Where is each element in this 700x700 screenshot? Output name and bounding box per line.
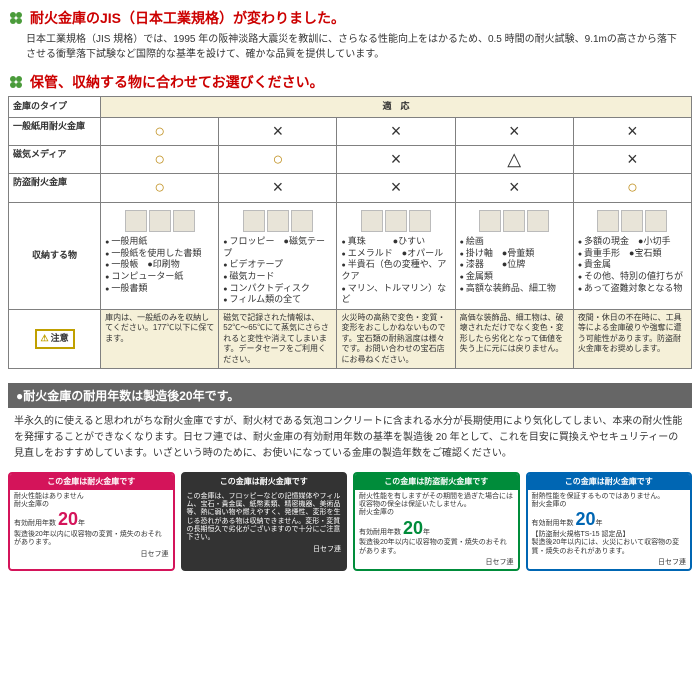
list-item: ビデオテープ xyxy=(223,259,332,271)
gray-bar-title: ●耐火金庫の耐用年数は製造後20年です。 xyxy=(8,383,692,408)
card-note3: 製造後20年以内には、火災において収容物の変質・焼失のおそれがあります。 xyxy=(532,539,687,556)
item-col-5: 多額の現金 ●小切手貴重手形 ●宝石類貴金属その他、特別の値打ちがあって盗難対象… xyxy=(573,202,691,309)
symbol-cell: × xyxy=(219,117,337,145)
list-item: 貴重手形 ●宝石類 xyxy=(578,248,687,260)
list-item: 貴金属 xyxy=(578,259,687,271)
table-row: 防盗耐火金庫 ○ × × × ○ xyxy=(9,174,692,202)
card-sig: 日セフ連 xyxy=(355,559,518,569)
list-item: 漆器 ●位牌 xyxy=(460,259,569,271)
symbol-cell: × xyxy=(337,146,455,174)
symbol-cell: × xyxy=(455,117,573,145)
list-item: 半貴石（色の変種や、アクア xyxy=(341,259,450,282)
header-type: 金庫のタイプ xyxy=(9,97,101,118)
clover-icon xyxy=(8,74,24,90)
item-col-4: 絵画掛け軸 ●骨董類漆器 ●位牌金属類高額な装飾品、細工物 xyxy=(455,202,573,309)
card-note: 耐火性能はありません xyxy=(14,493,169,501)
list-item: その他、特別の値打ちが xyxy=(578,271,687,283)
item-col-2: フロッピー ●磁気テープビデオテープ磁気カードコンパクトディスクフィルム類の全て xyxy=(219,202,337,309)
list-item: フロッピー ●磁気テープ xyxy=(223,236,332,259)
card-text: この金庫は、フロッピーなどの記憶媒体やフィルム、宝石・貴金属、紙幣素類、精密機器… xyxy=(187,493,342,543)
list-item: 金属類 xyxy=(460,271,569,283)
label-card-3: この金庫は防盗耐火金庫です 耐火性能を有しますがその期間を過ぎた場合には収容物の… xyxy=(353,472,520,572)
list-item: コンパクトディスク xyxy=(223,283,332,295)
symbol-cell: ○ xyxy=(101,117,219,145)
section1-header: 耐火金庫のJIS（日本工業規格）が変わりました。 xyxy=(8,8,700,28)
symbol-cell: ○ xyxy=(101,174,219,202)
list-item: 高額な装飾品、細工物 xyxy=(460,283,569,295)
caution-cell: 夜間・休日の不在時に、工具等による金庫破りや強奪に遭う可能性があります。防盗耐火… xyxy=(573,309,691,368)
symbol-cell: × xyxy=(337,174,455,202)
clover-icon xyxy=(8,10,24,26)
list-item: 磁気カード xyxy=(223,271,332,283)
card-head: この金庫は耐火金庫です xyxy=(10,474,173,490)
symbol-cell: × xyxy=(455,174,573,202)
list-item: 掛け軸 ●骨董類 xyxy=(460,248,569,260)
card-note2: 製造後20年以内に収容物の変質・焼失のおそれがあります。 xyxy=(359,539,514,556)
compatibility-table: 金庫のタイプ 適 応 一般紙用耐火金庫 ○ × × × × 磁気メディア ○ ○… xyxy=(8,96,692,369)
list-item: 一般紙を使用した書類 xyxy=(105,248,214,260)
caution-badge: 注意 xyxy=(35,329,75,349)
symbol-cell: ○ xyxy=(219,146,337,174)
card-sig: 日セフ連 xyxy=(183,546,346,556)
card-head: この金庫は耐火金庫です xyxy=(183,474,346,490)
symbol-cell: × xyxy=(219,174,337,202)
label-card-1: この金庫は耐火金庫です 耐火性能はありません 耐火金庫の有効耐用年数 20年 製… xyxy=(8,472,175,572)
caution-cell: 高価な装飾品、細工物は、破壊されただけでなく変色・変形したら劣化となって価値を失… xyxy=(455,309,573,368)
caution-label-cell: 注意 xyxy=(9,309,101,368)
symbol-cell: ○ xyxy=(573,174,691,202)
list-item: あって盗難対象となる物 xyxy=(578,283,687,295)
store-row: 収納する物 一般用紙一般紙を使用した書類一般帳 ●印刷物コンピューター紙一般書類… xyxy=(9,202,692,309)
label-card-2: この金庫は耐火金庫です この金庫は、フロッピーなどの記憶媒体やフィルム、宝石・貴… xyxy=(181,472,348,572)
row-label: 磁気メディア xyxy=(9,146,101,174)
list-item: エメラルド ●オパール xyxy=(341,248,450,260)
card-head: この金庫は防盗耐火金庫です xyxy=(355,474,518,490)
list-item: 多額の現金 ●小切手 xyxy=(578,236,687,248)
list-item: コンピューター紙 xyxy=(105,271,214,283)
card-note: 耐火性能を有しますがその期間を過ぎた場合には収容物の保全は保証いたしません。 xyxy=(359,493,514,510)
list-item: 絵画 xyxy=(460,236,569,248)
twenty-number: 20 xyxy=(58,509,78,529)
caution-row: 注意 庫内は、一般紙のみを収納してください。177℃以下に保てます。 磁気で記録… xyxy=(9,309,692,368)
list-item: 一般用紙 xyxy=(105,236,214,248)
item-col-3: 真珠 ●ひすいエメラルド ●オパール半貴石（色の変種や、アクアマリン、トルマリン… xyxy=(337,202,455,309)
symbol-cell: × xyxy=(573,117,691,145)
row-label: 防盗耐火金庫 xyxy=(9,174,101,202)
card-note2: 製造後20年以内に収容物の変質・焼失のおそれがあります。 xyxy=(14,531,169,548)
label-card-4: この金庫は耐火金庫です 耐熱性能を保証するものではありません。 耐火金庫の有効耐… xyxy=(526,472,693,572)
row-label: 一般紙用耐火金庫 xyxy=(9,117,101,145)
symbol-cell: △ xyxy=(455,146,573,174)
list-item: フィルム類の全て xyxy=(223,294,332,306)
caution-cell: 磁気で記録された情報は、52℃～65℃にて蒸気にさらされると変性や消えてしまいま… xyxy=(219,309,337,368)
card-head: この金庫は耐火金庫です xyxy=(528,474,691,490)
table-row: 磁気メディア ○ ○ × △ × xyxy=(9,146,692,174)
card-note: 耐熱性能を保証するものではありません。 xyxy=(532,493,687,501)
item-col-1: 一般用紙一般紙を使用した書類一般帳 ●印刷物コンピューター紙一般書類 xyxy=(101,202,219,309)
section1-title: 耐火金庫のJIS（日本工業規格）が変わりました。 xyxy=(30,8,345,28)
header-compat: 適 応 xyxy=(101,97,692,118)
section2-header: 保管、収納する物に合わせてお選びください。 xyxy=(8,72,700,92)
section1-body: 日本工業規格（JIS 規格）では、1995 年の阪神淡路大震災を教訓に、さらなる… xyxy=(26,32,686,62)
list-item: 一般書類 xyxy=(105,283,214,295)
twenty-number: 20 xyxy=(575,509,595,529)
twenty-number: 20 xyxy=(403,518,423,538)
caution-cell: 火災時の高熱で変色・変質・変形をおこしかねないものです。宝石類の耐熱温度は様々で… xyxy=(337,309,455,368)
symbol-cell: × xyxy=(573,146,691,174)
section2-title: 保管、収納する物に合わせてお選びください。 xyxy=(30,72,324,92)
label-cards-row: この金庫は耐火金庫です 耐火性能はありません 耐火金庫の有効耐用年数 20年 製… xyxy=(8,472,692,572)
store-label: 収納する物 xyxy=(9,202,101,309)
symbol-cell: ○ xyxy=(101,146,219,174)
caution-cell: 庫内は、一般紙のみを収納してください。177℃以下に保てます。 xyxy=(101,309,219,368)
card-sig: 日セフ連 xyxy=(10,551,173,561)
list-item: 真珠 ●ひすい xyxy=(341,236,450,248)
list-item: マリン、トルマリン）など xyxy=(341,283,450,306)
gray-body: 半永久的に使えると思われがちな耐火金庫ですが、耐火材である気泡コンクリートに含ま… xyxy=(14,414,686,462)
list-item: 一般帳 ●印刷物 xyxy=(105,259,214,271)
symbol-cell: × xyxy=(337,117,455,145)
card-sig: 日セフ連 xyxy=(528,559,691,569)
table-row: 一般紙用耐火金庫 ○ × × × × xyxy=(9,117,692,145)
